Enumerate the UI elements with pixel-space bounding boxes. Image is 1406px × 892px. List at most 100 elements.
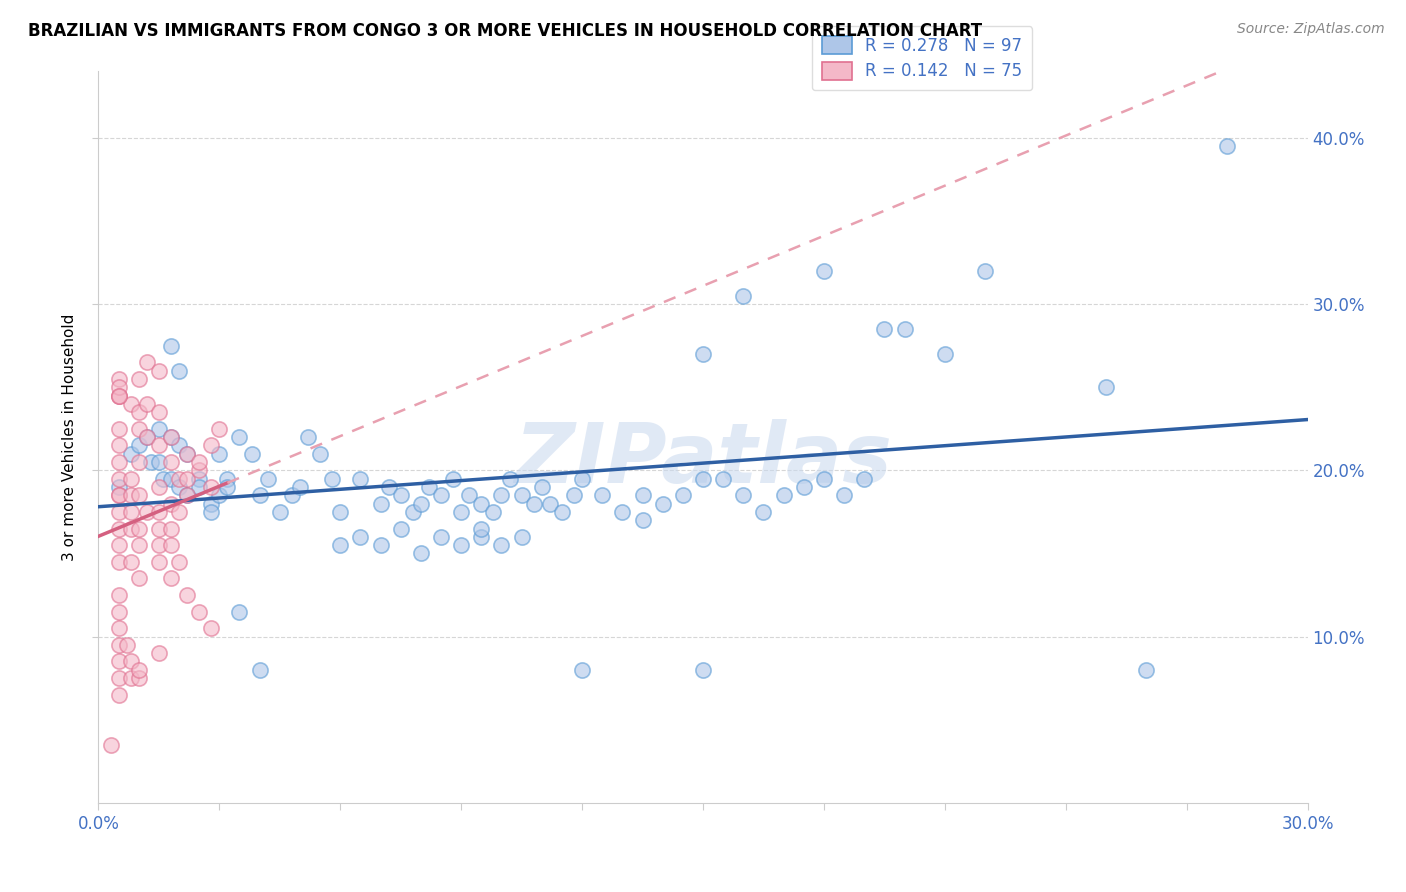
Point <box>188 455 211 469</box>
Point <box>148 363 170 377</box>
Point <box>470 497 492 511</box>
Point <box>148 422 170 436</box>
Point <box>281 488 304 502</box>
Point <box>148 538 170 552</box>
Point <box>160 521 183 535</box>
Point <box>120 671 142 685</box>
Point <box>128 455 150 469</box>
Point <box>107 655 129 669</box>
Point <box>510 530 533 544</box>
Point <box>217 472 239 486</box>
Point <box>249 663 271 677</box>
Point <box>200 438 222 452</box>
Point <box>389 488 412 502</box>
Point <box>377 480 399 494</box>
Point <box>1095 380 1118 394</box>
Point <box>389 521 412 535</box>
Point <box>148 455 170 469</box>
Point <box>974 264 997 278</box>
Point <box>120 555 142 569</box>
Point <box>208 488 231 502</box>
Point <box>813 472 835 486</box>
Point <box>167 505 190 519</box>
Text: Source: ZipAtlas.com: Source: ZipAtlas.com <box>1237 22 1385 37</box>
Text: ZIPatlas: ZIPatlas <box>515 418 891 500</box>
Point <box>148 438 170 452</box>
Point <box>176 447 198 461</box>
Point <box>148 521 170 535</box>
Point <box>188 605 211 619</box>
Point <box>523 497 546 511</box>
Point <box>107 638 129 652</box>
Point <box>176 488 198 502</box>
Point <box>208 447 231 461</box>
Text: BRAZILIAN VS IMMIGRANTS FROM CONGO 3 OR MORE VEHICLES IN HOUSEHOLD CORRELATION C: BRAZILIAN VS IMMIGRANTS FROM CONGO 3 OR … <box>28 22 983 40</box>
Point <box>120 521 142 535</box>
Point <box>120 488 142 502</box>
Point <box>160 338 183 352</box>
Point <box>498 472 520 486</box>
Point <box>160 430 183 444</box>
Point <box>228 605 250 619</box>
Point <box>571 472 593 486</box>
Point <box>240 447 263 461</box>
Point <box>167 438 190 452</box>
Point <box>107 488 129 502</box>
Point <box>120 505 142 519</box>
Point <box>409 497 432 511</box>
Point <box>752 505 775 519</box>
Point <box>441 472 464 486</box>
Point <box>107 388 129 402</box>
Point <box>107 505 129 519</box>
Point <box>370 538 392 552</box>
Point <box>772 488 794 502</box>
Point <box>107 671 129 685</box>
Point <box>167 480 190 494</box>
Point <box>200 497 222 511</box>
Point <box>450 505 472 519</box>
Point <box>409 546 432 560</box>
Point <box>631 488 654 502</box>
Point <box>530 480 553 494</box>
Point <box>538 497 561 511</box>
Point <box>733 488 755 502</box>
Point <box>853 472 876 486</box>
Point <box>128 405 150 419</box>
Point <box>249 488 271 502</box>
Point <box>167 555 190 569</box>
Point <box>458 488 481 502</box>
Y-axis label: 3 or more Vehicles in Household: 3 or more Vehicles in Household <box>62 313 77 561</box>
Point <box>430 488 453 502</box>
Point <box>107 621 129 635</box>
Point <box>148 555 170 569</box>
Point <box>651 497 673 511</box>
Point <box>832 488 855 502</box>
Point <box>228 430 250 444</box>
Point <box>148 480 170 494</box>
Point <box>1216 139 1239 153</box>
Point <box>148 405 170 419</box>
Point <box>188 463 211 477</box>
Point <box>591 488 613 502</box>
Point <box>217 480 239 494</box>
Point <box>200 505 222 519</box>
Point <box>160 472 183 486</box>
Point <box>813 264 835 278</box>
Point <box>160 497 183 511</box>
Point <box>672 488 695 502</box>
Point <box>128 538 150 552</box>
Point <box>148 646 170 660</box>
Point <box>491 538 513 552</box>
Point <box>100 738 122 752</box>
Point <box>309 447 332 461</box>
Point <box>107 372 129 386</box>
Point <box>107 488 129 502</box>
Point <box>128 571 150 585</box>
Point <box>329 538 352 552</box>
Point <box>297 430 319 444</box>
Point <box>510 488 533 502</box>
Point <box>115 638 138 652</box>
Point <box>418 480 440 494</box>
Point <box>135 397 157 411</box>
Point <box>107 605 129 619</box>
